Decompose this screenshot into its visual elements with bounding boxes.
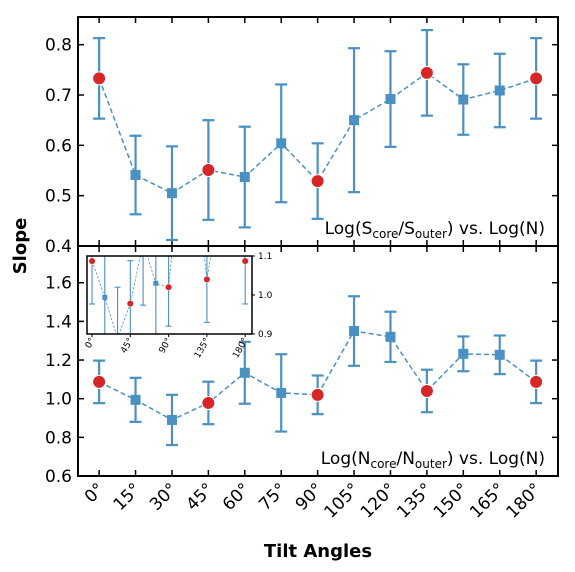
x-axis-label: Tilt Angles	[264, 541, 372, 562]
marker	[201, 163, 216, 178]
y-tick-label: 0.5	[45, 187, 72, 207]
inset-x-tick-label: 0°	[84, 337, 98, 351]
marker	[385, 331, 396, 342]
annotation-part: ) vs. Log(N)	[447, 449, 545, 469]
marker	[130, 394, 141, 405]
error-bar	[229, 167, 235, 245]
annotation-part: core	[370, 457, 396, 471]
annotation-part: Log(S	[325, 219, 373, 239]
annotation-part: Log(N	[321, 449, 371, 469]
marker	[141, 240, 146, 245]
marker	[276, 387, 287, 398]
marker	[203, 275, 211, 283]
inset-y-tick-label: 0.9	[258, 330, 273, 340]
y-tick-label: 0.4	[45, 237, 72, 257]
marker	[419, 383, 434, 398]
marker	[419, 65, 434, 80]
error-bar	[217, 169, 223, 239]
x-tick-label: 135°	[393, 479, 436, 522]
marker	[241, 257, 249, 265]
marker	[529, 71, 544, 86]
x-tick-label: 180°	[503, 479, 546, 522]
annotation-part: core	[372, 227, 398, 241]
marker	[92, 71, 107, 86]
x-tick-label: 15°	[110, 479, 145, 514]
inset-x-tick-label: 180°	[231, 337, 251, 361]
marker	[310, 174, 325, 189]
x-tick-label: 60°	[219, 479, 254, 514]
y-tick-label: 1.0	[45, 390, 72, 410]
error-bar	[191, 120, 197, 221]
x-tick-label: 150°	[430, 479, 473, 522]
annotation: Log(Ncore/Nouter) vs. Log(N)	[321, 449, 545, 471]
marker	[494, 349, 505, 360]
inset-plot	[88, 88, 249, 340]
marker	[153, 280, 159, 286]
inset-y-tick-label: 1.0	[258, 291, 273, 301]
x-tick-label: 75°	[255, 479, 290, 514]
y-tick-label: 0.6	[45, 136, 72, 156]
inset-y-tick-label: 1.1	[258, 252, 272, 262]
marker	[458, 348, 469, 359]
x-tick-label: 45°	[182, 479, 217, 514]
x-tick-label: 30°	[146, 479, 181, 514]
y-tick-label: 1.2	[45, 351, 72, 371]
y-tick-label: 0.6	[45, 467, 72, 487]
y-tick-label: 1.4	[45, 312, 72, 332]
marker	[349, 115, 360, 126]
annotation-part: outer	[415, 227, 447, 241]
x-tick-label: 0°	[81, 479, 109, 507]
marker	[349, 326, 360, 337]
marker	[385, 94, 396, 105]
marker	[166, 188, 177, 199]
inset-background	[87, 256, 252, 334]
annotation: Log(Score/Souter) vs. Log(N)	[325, 219, 545, 241]
marker	[88, 257, 96, 265]
plot-frame	[77, 245, 559, 477]
marker	[126, 300, 134, 308]
x-tick-label: 165°	[466, 479, 509, 522]
error-bar	[140, 256, 147, 306]
marker	[166, 414, 177, 425]
marker	[239, 367, 250, 378]
marker	[130, 170, 141, 181]
inset-x-tick-label: 45°	[119, 337, 136, 356]
marker	[115, 335, 120, 340]
marker	[494, 85, 505, 96]
annotation-part: /N	[396, 449, 414, 469]
annotation-part: ) vs. Log(N)	[447, 219, 545, 239]
inset-x-tick-label: 90°	[158, 337, 175, 356]
y-tick-label: 0.8	[45, 428, 72, 448]
marker	[239, 172, 250, 183]
y-axis-label: Slope	[10, 218, 31, 275]
marker	[192, 168, 197, 173]
error-bar	[114, 286, 121, 334]
marker	[102, 294, 108, 300]
x-tick-label: 105°	[320, 479, 363, 522]
annotation-part: /S	[398, 219, 415, 239]
marker	[165, 283, 173, 291]
marker	[217, 202, 222, 207]
marker	[179, 156, 184, 161]
y-tick-label: 1.6	[45, 274, 72, 294]
y-tick-label: 0.7	[45, 86, 72, 106]
marker	[201, 395, 216, 410]
annotation-part: outer	[415, 457, 447, 471]
marker	[230, 204, 235, 209]
error-bar	[178, 88, 184, 228]
inset-x-tick-label: 135°	[193, 337, 213, 361]
y-tick-label: 0.8	[45, 36, 72, 56]
marker	[458, 94, 469, 105]
x-tick-label: 120°	[357, 479, 400, 522]
marker	[276, 138, 287, 149]
marker	[310, 387, 325, 402]
marker	[529, 374, 544, 389]
marker	[92, 374, 107, 389]
